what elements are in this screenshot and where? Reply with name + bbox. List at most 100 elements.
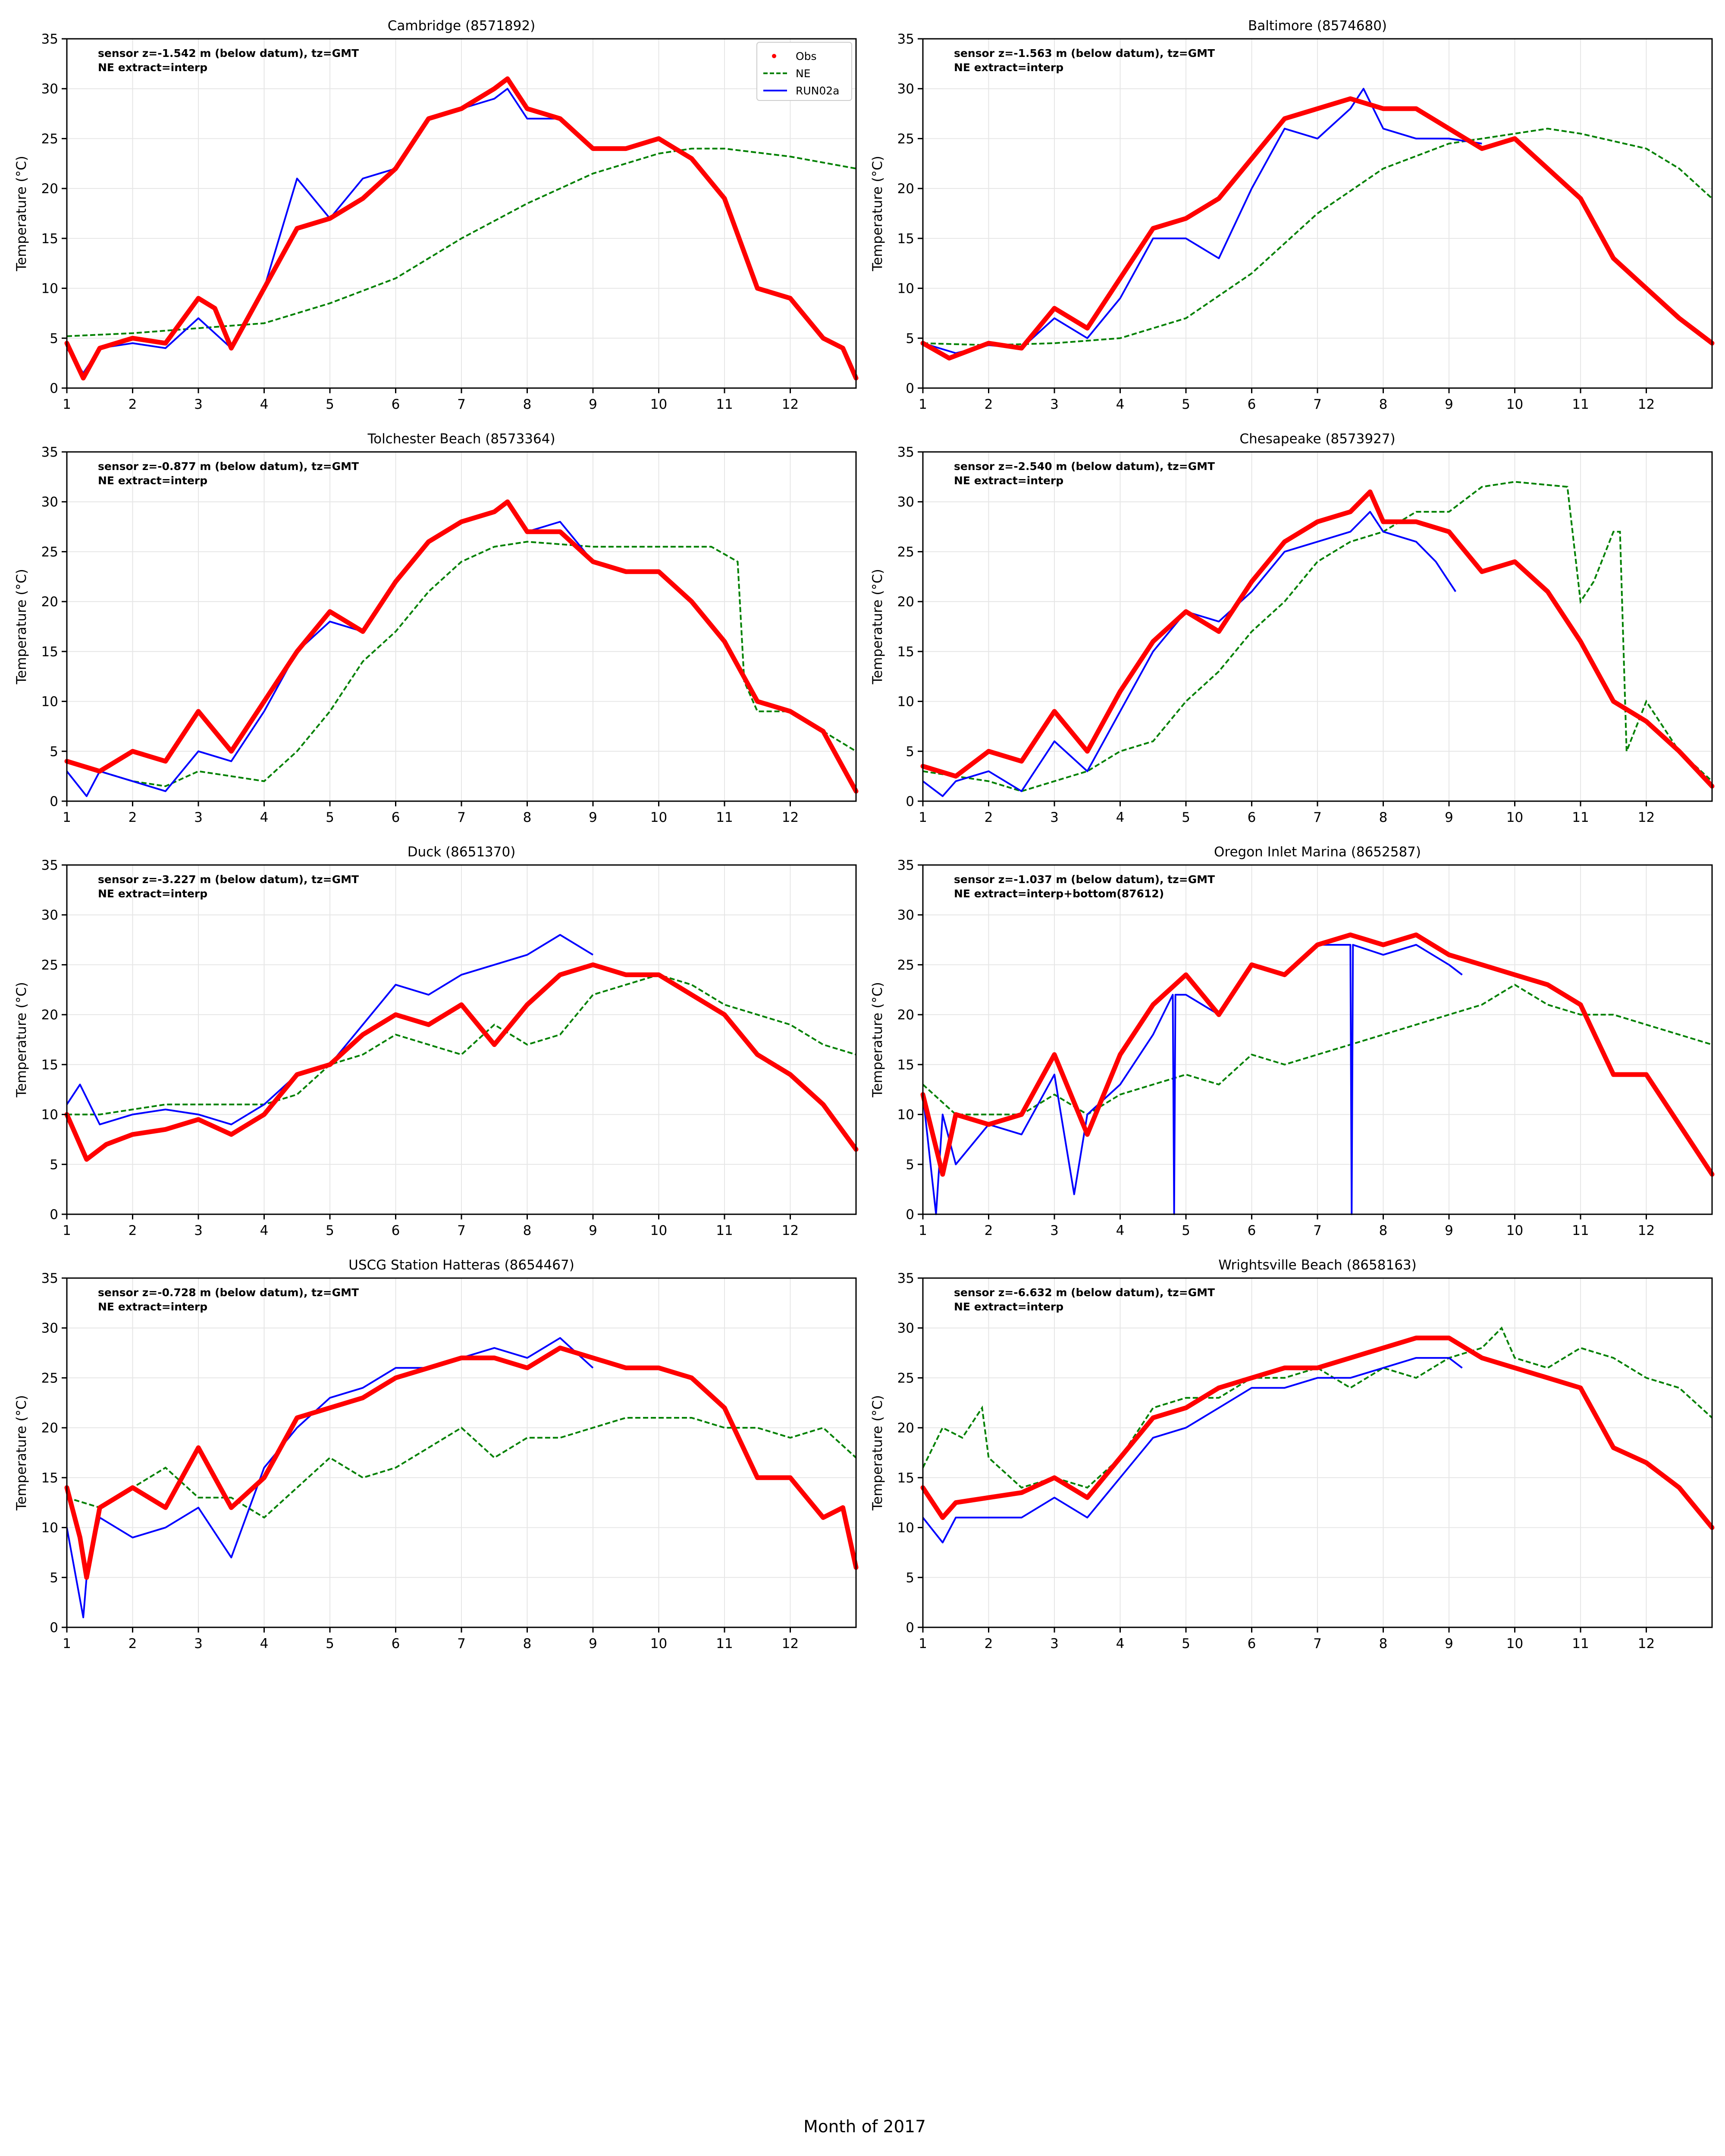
y-tick-label: 5 [50,1570,58,1586]
series-ne [922,1326,1713,1489]
x-tick-label: 11 [716,810,733,825]
y-tick-label: 35 [897,858,914,873]
x-tick-label: 2 [985,1223,993,1238]
y-axis-label: Temperature (°C) [870,1395,885,1511]
y-tick-label: 15 [41,1470,58,1486]
x-tick-label: 6 [1248,397,1256,412]
y-tick-label: 20 [897,181,914,197]
y-tick-label: 35 [897,31,914,47]
y-tick-label: 20 [897,1007,914,1023]
annotation-line-1: sensor z=-1.563 m (below datum), tz=GMT [954,47,1215,60]
x-tick-label: 12 [1638,1636,1655,1651]
x-tick-label: 2 [129,1636,137,1651]
x-tick-label: 8 [1379,810,1388,825]
chart-panel-8: 1 2 3 4 5 6 7 8 9 10 11 1205101520253035Wrightsvill… [870,1257,1715,1651]
y-tick-label: 10 [41,1520,58,1536]
y-tick-label: 20 [41,1420,58,1436]
x-tick-label: 10 [650,397,667,412]
x-tick-label: 3 [1050,810,1059,825]
y-tick-label: 15 [41,231,58,247]
y-tick-label: 25 [897,957,914,973]
legend-label-obs: Obs [796,50,817,63]
y-tick-label: 0 [906,794,914,809]
y-tick-label: 0 [906,1207,914,1222]
chart-title: Chesapeake (8573927) [1239,431,1395,447]
x-tick-label: 5 [326,1636,334,1651]
x-tick-label: 2 [129,1223,137,1238]
y-tick-label: 15 [897,231,914,247]
series-obs [920,96,1715,361]
y-tick-label: 35 [897,1271,914,1286]
y-tick-label: 25 [897,131,914,147]
legend-box [756,42,852,101]
x-tick-label: 8 [523,810,532,825]
series-obs [64,499,859,794]
legend-label-ne: NE [796,67,811,80]
y-tick-label: 10 [41,694,58,710]
legend-marker-obs [772,54,776,58]
y-tick-label: 20 [41,1007,58,1023]
x-tick-label: 2 [985,1636,993,1651]
x-tick-label: 6 [392,810,400,825]
x-tick-label: 9 [1445,810,1453,825]
x-tick-label: 6 [1248,1636,1256,1651]
series-ne [922,984,1712,1116]
annotation-line-2: NE extract=interp [98,474,207,487]
x-tick-label: 6 [1248,810,1256,825]
x-tick-label: 4 [260,810,269,825]
chart-title: Cambridge (8571892) [388,18,535,34]
y-tick-label: 25 [41,1370,58,1386]
y-tick-label: 20 [41,181,58,197]
x-tick-label: 8 [1379,1636,1388,1651]
x-tick-label: 9 [589,1636,597,1651]
x-tick-label: 7 [457,1223,466,1238]
y-tick-label: 10 [41,1107,58,1123]
x-tick-label: 5 [1182,1636,1190,1651]
x-tick-label: 12 [782,1636,799,1651]
y-axis-label: Temperature (°C) [14,1395,29,1511]
x-tick-label: 5 [1182,810,1190,825]
legend-label-run: RUN02a [796,85,840,97]
figure-xlabel: Month of 2017 [803,2117,926,2137]
series-run02a [922,88,1482,354]
y-tick-label: 25 [41,544,58,560]
x-tick-label: 9 [589,1223,597,1238]
x-tick-label: 2 [985,810,993,825]
y-tick-label: 5 [906,744,914,759]
annotation-line-2: NE extract=interp [98,1300,207,1313]
y-tick-label: 35 [897,445,914,460]
x-tick-label: 4 [1116,810,1125,825]
x-tick-label: 4 [1116,1223,1125,1238]
y-tick-label: 10 [41,281,58,297]
y-tick-label: 25 [897,1370,914,1386]
x-tick-label: 8 [1379,1223,1388,1238]
series-run02a [922,511,1456,797]
y-tick-label: 30 [897,908,914,923]
y-tick-label: 30 [897,495,914,510]
x-tick-label: 9 [1445,1223,1453,1238]
x-tick-label: 9 [589,397,597,412]
x-tick-label: 1 [919,810,927,825]
y-tick-label: 0 [906,381,914,396]
x-tick-label: 7 [457,397,466,412]
series-obs [920,489,1715,789]
y-tick-label: 10 [897,1520,914,1536]
y-axis-label: Temperature (°C) [870,156,885,272]
x-tick-label: 3 [194,1636,203,1651]
series-obs [920,932,1715,1177]
annotation-line-2: NE extract=interp [954,474,1063,487]
y-tick-label: 35 [41,858,58,873]
annotation-line-1: sensor z=-0.877 m (below datum), tz=GMT [98,460,359,473]
annotation-line-2: NE extract=interp [98,887,207,900]
x-tick-label: 12 [1638,397,1655,412]
annotation-line-2: NE extract=interp+bottom(87612) [954,887,1164,900]
x-tick-label: 4 [260,397,269,412]
chart-title: Wrightsville Beach (8658163) [1218,1257,1417,1273]
x-tick-label: 9 [1445,1636,1453,1651]
